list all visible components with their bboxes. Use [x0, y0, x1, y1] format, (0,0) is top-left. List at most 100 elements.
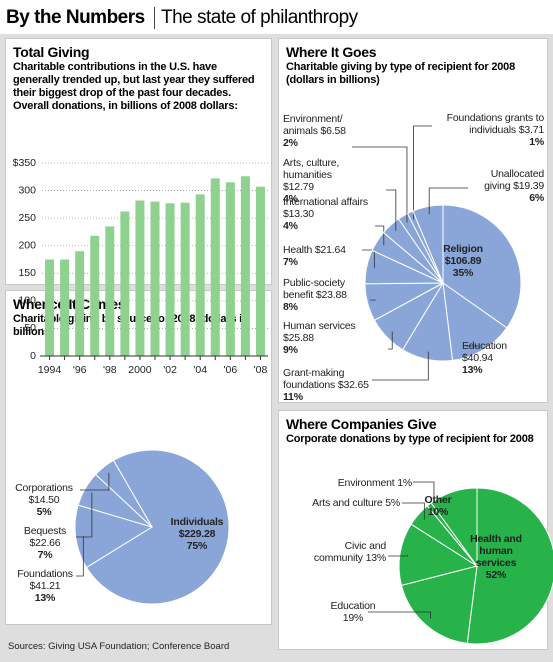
- pie-slice: [398, 523, 479, 587]
- x-tick-label: 2000: [128, 364, 152, 376]
- bar: [60, 259, 70, 356]
- bar: [240, 176, 250, 356]
- slice-label: Bequests $22.66 7%: [14, 525, 76, 561]
- slice-label: Foundations $41.21 13%: [14, 568, 76, 604]
- y-tick-label: $350: [13, 157, 37, 169]
- bar: [225, 182, 235, 356]
- slice-label: Foundations grants to individuals $3.71 1…: [428, 112, 545, 148]
- leader-line: [76, 492, 93, 538]
- slice-value: $12.79: [283, 181, 314, 193]
- pie-slice: [442, 281, 508, 361]
- y-tick-label: 150: [18, 267, 36, 279]
- chart-title: Total Giving: [13, 44, 90, 60]
- bar: [75, 251, 85, 356]
- slice-share: 75%: [186, 540, 208, 552]
- slice-name: Foundations: [17, 568, 73, 580]
- slice-name: Foundations grants to individuals: [446, 112, 545, 136]
- slice-value: $32.65: [337, 379, 369, 391]
- slice-label: Health and human services 52%: [458, 533, 534, 581]
- chart-subtitle: Charitable giving by source for 2008 (do…: [13, 313, 249, 338]
- bar: [135, 200, 145, 356]
- pie-slice: [400, 565, 478, 644]
- slice-name: Public-society benefit: [283, 277, 345, 301]
- slice-share: 35%: [452, 267, 474, 279]
- slice-name: Environment: [337, 477, 395, 489]
- slice-value: $106.89: [444, 255, 482, 267]
- pie-slice: [412, 204, 444, 284]
- slice-name: Human services: [283, 320, 356, 332]
- slice-name: International affairs: [283, 196, 368, 208]
- leader-line: [370, 299, 376, 301]
- bar: [210, 178, 220, 356]
- slice-value: 10%: [427, 506, 449, 518]
- slice-name: Individuals: [170, 516, 224, 528]
- bar: [165, 203, 175, 356]
- slice-share: 1%: [529, 136, 544, 148]
- bar: [150, 201, 160, 356]
- slice-value: $41.21: [29, 580, 61, 592]
- bar: [120, 211, 130, 356]
- slice-label: Corporations $14.50 5%: [8, 482, 80, 518]
- x-tick-label: 1994: [38, 364, 62, 376]
- slice-name: Education: [462, 340, 507, 352]
- slice-share: 4%: [283, 220, 298, 232]
- y-tick-label: 300: [18, 184, 36, 196]
- slice-share: 13%: [34, 592, 56, 604]
- leader-line: [388, 331, 393, 350]
- x-tick-label: '96: [73, 364, 87, 376]
- slice-name: Corporations: [15, 482, 73, 494]
- y-tick-label: 0: [30, 350, 36, 362]
- slice-name: Arts and culture: [312, 497, 383, 509]
- leader-line: [372, 351, 429, 381]
- pie-slice: [74, 504, 154, 569]
- slice-name: Arts, culture, humanities: [283, 157, 340, 181]
- slice-value: 19%: [342, 612, 364, 624]
- x-tick-label: '08: [254, 364, 268, 376]
- slice-name: Civic and community: [313, 540, 386, 564]
- slice-label: Individuals $229.28 75%: [160, 516, 234, 552]
- slice-label: Grant-making foundations $32.65 11%: [283, 367, 375, 403]
- x-tick-label: '02: [163, 364, 177, 376]
- slice-label: Arts, culture, humanities $12.79 4%: [283, 157, 365, 205]
- leader-line: [368, 611, 431, 619]
- leader-line: [388, 555, 409, 557]
- chart-title: Where Companies Give: [286, 416, 437, 432]
- slice-share: 8%: [283, 301, 298, 313]
- slice-value: $19.39: [513, 180, 544, 192]
- bar: [255, 186, 265, 356]
- leader-line: [428, 187, 468, 215]
- x-tick-label: '04: [193, 364, 207, 376]
- slice-label: Civic and community 13%: [312, 540, 386, 564]
- slice-value: 5%: [385, 497, 400, 509]
- slice-name: Other: [424, 494, 452, 506]
- source: Sources: Giving USA Foundation; Conferen…: [8, 641, 230, 652]
- header-title: By the Numbers: [6, 7, 145, 28]
- slice-value: $23.88: [315, 289, 347, 301]
- slice-value: $22.66: [29, 537, 61, 549]
- leader-line: [402, 502, 425, 520]
- slice-label: Education $40.94 13%: [462, 340, 532, 376]
- slice-name: Bequests: [23, 525, 67, 537]
- slice-value: $3.71: [518, 124, 544, 136]
- slice-share: 2%: [283, 137, 298, 149]
- slice-value: $229.28: [178, 528, 216, 540]
- slice-name: Religion: [443, 243, 483, 255]
- slice-share: 7%: [37, 549, 53, 561]
- bar: [195, 194, 205, 356]
- slice-value: $21.64: [314, 244, 346, 256]
- bar: [105, 226, 115, 356]
- slice-label: Arts and culture 5%: [290, 497, 400, 509]
- slice-label: Other 10%: [418, 494, 458, 518]
- pie-slice: [85, 449, 230, 605]
- leader-line: [76, 536, 84, 577]
- pie-slice: [442, 204, 522, 329]
- leader-line: [386, 189, 397, 232]
- slice-value: $40.94: [462, 352, 493, 364]
- slice-label: Education 19%: [322, 600, 384, 624]
- pie-slice: [430, 487, 478, 568]
- slice-name: Unallocated giving: [484, 168, 544, 192]
- slice-value: $13.30: [283, 208, 314, 220]
- bar: [90, 235, 100, 356]
